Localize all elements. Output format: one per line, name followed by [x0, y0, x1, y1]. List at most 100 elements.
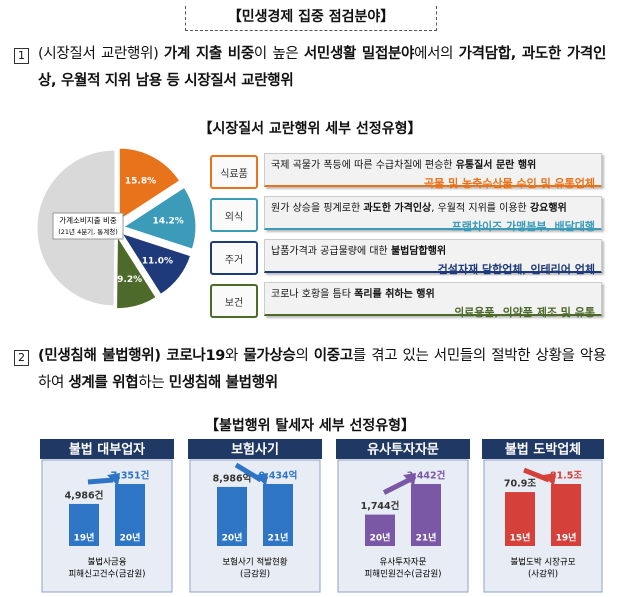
slice-label: 15.8% — [125, 176, 156, 186]
pie-slice — [116, 234, 157, 310]
text-run: 원가 상승을 핑계로한 — [271, 203, 364, 214]
panel-body — [189, 459, 321, 593]
text-run: 의 — [295, 348, 314, 364]
text-run: 에서의 — [414, 46, 459, 62]
panel-caption: 불법도박 시장규모 — [510, 557, 575, 568]
value-label: 7,351건 — [111, 470, 150, 482]
subtitle: 【불법행위 탈세자 세부 선정유형】 — [204, 418, 416, 434]
panel-caption: (금감원) — [240, 569, 270, 580]
value-label: 1,744건 — [361, 500, 400, 512]
slice-label: 9.2% — [117, 275, 142, 285]
text-run: 강요행위 — [529, 203, 567, 214]
text-run: 국제 곡물가 폭등에 따른 수급차질에 편승한 — [271, 160, 456, 171]
bar-category: 20년 — [370, 532, 391, 544]
value-label: 70.9조 — [504, 479, 536, 490]
desc-text: 납품가격과 공급물량에 대한 불법담합행위 — [271, 242, 595, 257]
section-number: 1 — [14, 48, 29, 64]
bar — [505, 492, 535, 546]
panel-caption: 피해민원건수(금감원) — [364, 569, 441, 580]
value-label: 81.5조 — [550, 471, 582, 482]
bar — [217, 486, 247, 546]
subtitle: 【시장질서 교란행위 세부 선정유형】 — [198, 121, 422, 137]
panel-caption: 불법사금융 — [87, 557, 126, 568]
panel-header — [336, 439, 470, 459]
desc-text: 원가 상승을 핑계로한 과도한 가격인상, 우월적 지위를 이용한 강요행위 — [271, 199, 595, 214]
type-tag: 보건 — [210, 284, 258, 318]
text-run: 코로나 호황을 틈타 — [271, 289, 355, 300]
bar-category: 15년 — [510, 532, 531, 544]
value-label: 8,986억 — [213, 472, 252, 484]
value-label: 3,442건 — [407, 470, 446, 482]
type-tag: 주거 — [210, 241, 258, 275]
text-run: 와 — [225, 348, 244, 364]
desc-targets: 의료용품, 의약품 제조 및 유통 — [454, 306, 595, 319]
bar — [551, 484, 581, 546]
text-run: 생계를 위협 — [68, 375, 139, 391]
text-run: 유통질서 문란 행위 — [455, 160, 537, 171]
pie-label: 가계소비지출 비중 — [59, 215, 117, 225]
bar-category: 19년 — [74, 532, 95, 544]
pie-slice — [120, 232, 192, 295]
desc-targets: 건설자재 담합업체, 인테리어 업체 — [437, 263, 595, 276]
text-run: 과도한 가격인상 — [363, 203, 432, 214]
panel-caption: 유사투자자문 — [380, 558, 427, 568]
panel-header — [40, 439, 174, 459]
desc-targets: 곡물 및 농축수산물 수입 및 유통업체 — [424, 177, 595, 190]
trend-arrowhead — [107, 473, 120, 486]
text-run: 이 높은 — [253, 46, 304, 62]
panel-caption: (사감위) — [528, 569, 558, 580]
pie-label-box — [52, 212, 124, 240]
section-number: 2 — [14, 350, 29, 366]
bar-category: 21년 — [416, 532, 437, 544]
trend-arrow — [382, 477, 411, 495]
bar — [365, 514, 395, 546]
panel-title: 보험사기 — [231, 442, 279, 458]
text-run: 서민생활 밀접분야 — [303, 46, 415, 62]
panel-title: 유사투자자문 — [367, 442, 439, 458]
text-run: (시장질서 교란행위) — [38, 46, 164, 62]
panel-body — [483, 459, 603, 593]
trend-arrow — [87, 477, 114, 485]
desc-targets: 프랜차이즈 가맹본부, 배달대행 — [451, 220, 595, 233]
panels: 불법 대부업자 19년 4,986건 20년 7,351건불법사금융피해신고건수(금감원… — [40, 439, 604, 593]
value-label: 4,986건 — [65, 489, 104, 501]
bar — [69, 503, 99, 546]
trend-arrowhead — [403, 473, 416, 486]
text-run: 폭리를 취하는 행위 — [354, 289, 435, 300]
bar — [411, 484, 441, 546]
slice-label: 14.2% — [153, 216, 184, 226]
text-run: 민생침해 불법행위 — [168, 375, 278, 391]
page-title: 【민생경제 집중 점검분야】 — [185, 6, 437, 31]
pie-slice — [118, 147, 181, 222]
text-run: 가격담합, 과도한 가격인상, 우월적 지위 남용 등 시장질서 교란행위 — [38, 46, 606, 89]
trend-arrow — [523, 467, 550, 483]
text-run: 하는 — [138, 375, 169, 391]
text-run: 물가상승 — [243, 348, 296, 364]
desc-text: 국제 곡물가 폭등에 따른 수급차질에 편승한 유통질서 문란 행위 — [271, 156, 595, 171]
type-tag: 외식 — [210, 198, 258, 232]
text-run: (민생침해 불법행위) 코로나19 — [38, 348, 226, 364]
type-tag: 식료품 — [210, 155, 258, 189]
panel-header — [188, 439, 322, 459]
text-run: 불법담합행위 — [390, 246, 447, 257]
value-label: 9,434억 — [259, 470, 298, 482]
desc-text: 코로나 호황을 틈타 폭리를 취하는 행위 — [271, 285, 595, 300]
panel-title: 불법 대부업자 — [69, 442, 145, 458]
text-run: 를 겪고 있는 서민들의 절박한 상황을 악용하여 — [38, 348, 606, 391]
bar-category: 20년 — [222, 532, 243, 544]
slice-label: 11.0% — [142, 256, 173, 266]
panel-header — [482, 439, 604, 459]
bar — [115, 484, 145, 546]
panel-title: 불법 도박업체 — [505, 442, 581, 458]
bar-category: 21년 — [268, 532, 289, 544]
pie-sublabel: (21년 4분기, 통계청) — [58, 227, 118, 236]
text-run: 이중고 — [313, 348, 353, 364]
text-run: 가계 지출 비중 — [163, 46, 254, 62]
panel-caption: 피해신고건수(금감원) — [68, 569, 145, 580]
pie-chart: 15.8% 14.2% 11.0%9.2% 가계소비지출 비중 (21년 4분기, 통계… — [36, 147, 197, 310]
pie-slice — [122, 186, 197, 250]
